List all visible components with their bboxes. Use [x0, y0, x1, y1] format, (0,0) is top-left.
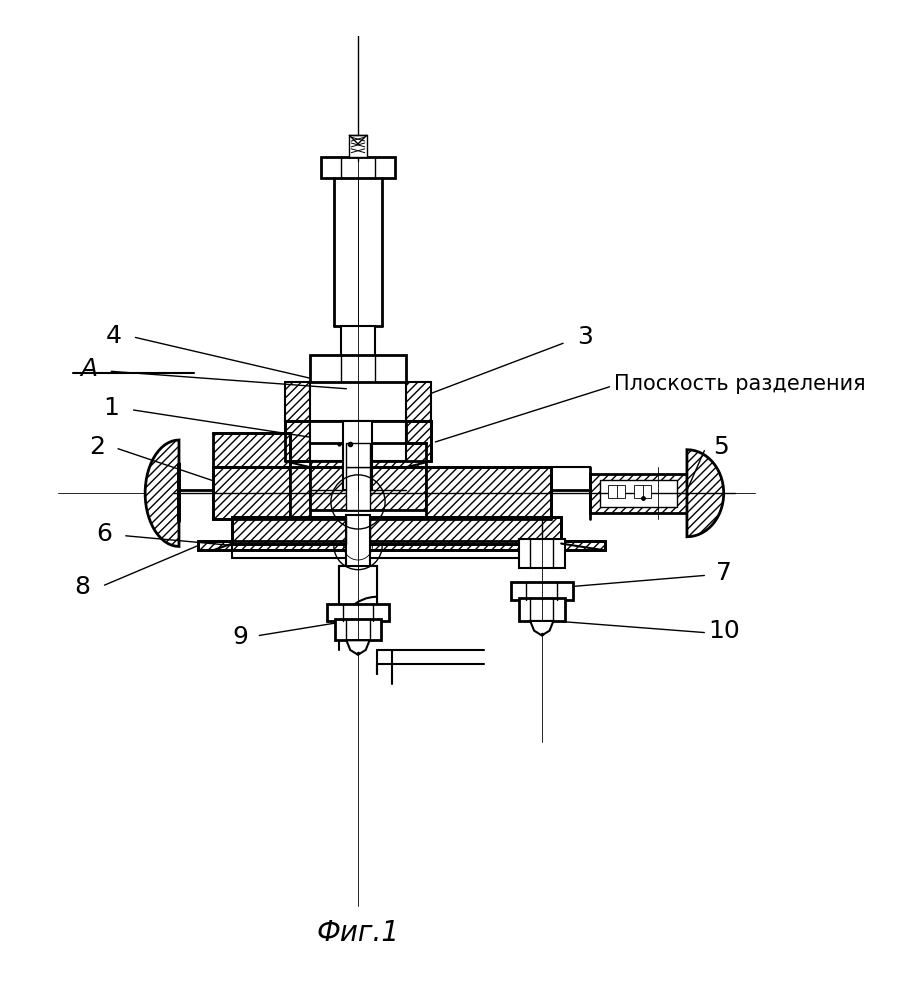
Bar — [346, 515, 369, 568]
Polygon shape — [346, 640, 369, 655]
Bar — [289, 467, 310, 519]
Text: 2: 2 — [88, 435, 105, 459]
Text: 5: 5 — [712, 435, 728, 459]
Text: 3: 3 — [577, 325, 593, 349]
Bar — [285, 421, 310, 461]
Bar — [232, 517, 561, 544]
Bar — [212, 433, 289, 467]
Bar — [607, 485, 624, 498]
Bar — [518, 539, 564, 568]
Bar — [349, 135, 367, 157]
Polygon shape — [145, 440, 179, 546]
Bar — [343, 421, 372, 490]
Polygon shape — [529, 621, 553, 635]
Bar — [340, 326, 375, 357]
Text: 4: 4 — [106, 324, 122, 348]
Bar — [310, 355, 406, 382]
Polygon shape — [406, 421, 430, 444]
Bar — [335, 619, 380, 640]
Text: 10: 10 — [707, 619, 739, 643]
Bar — [425, 467, 550, 519]
Text: А: А — [80, 357, 97, 381]
Bar — [346, 467, 369, 510]
Bar — [338, 566, 377, 606]
Bar — [590, 474, 686, 513]
Text: 6: 6 — [96, 522, 112, 546]
Bar — [310, 421, 406, 461]
Bar — [406, 421, 430, 461]
Bar — [633, 485, 651, 498]
Bar — [310, 443, 425, 467]
Bar — [518, 598, 564, 621]
Bar — [338, 566, 377, 606]
Polygon shape — [686, 450, 723, 537]
Bar — [406, 382, 430, 421]
Bar — [199, 541, 604, 550]
Bar — [310, 467, 425, 510]
Bar — [326, 604, 389, 621]
Polygon shape — [285, 421, 310, 444]
Bar — [212, 467, 289, 519]
Text: Фиг.1: Фиг.1 — [316, 919, 399, 947]
Text: 1: 1 — [103, 396, 119, 420]
Bar — [599, 480, 676, 507]
Bar — [346, 443, 369, 467]
Text: 9: 9 — [232, 625, 247, 649]
Text: Плоскость разделения: Плоскость разделения — [614, 374, 865, 394]
Bar — [285, 382, 310, 421]
Bar — [510, 582, 573, 600]
Bar — [321, 157, 394, 178]
Text: 8: 8 — [74, 575, 90, 599]
Text: 7: 7 — [715, 561, 731, 585]
